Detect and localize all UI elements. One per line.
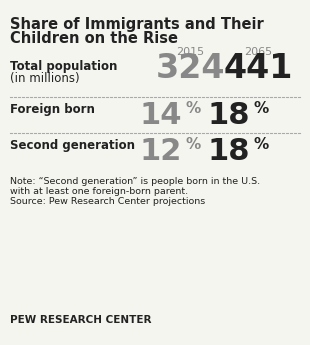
Text: %: % xyxy=(253,137,268,152)
Text: 441: 441 xyxy=(223,52,293,85)
Text: 12: 12 xyxy=(140,137,182,166)
Text: 18: 18 xyxy=(207,101,250,130)
Text: Source: Pew Research Center projections: Source: Pew Research Center projections xyxy=(10,197,205,206)
Text: 14: 14 xyxy=(140,101,182,130)
Text: %: % xyxy=(185,137,200,152)
Text: Total population: Total population xyxy=(10,60,117,73)
Text: Foreign born: Foreign born xyxy=(10,103,95,116)
Text: with at least one foreign-born parent.: with at least one foreign-born parent. xyxy=(10,187,188,196)
Text: %: % xyxy=(185,101,200,116)
Text: Children on the Rise: Children on the Rise xyxy=(10,31,178,46)
Text: 2015: 2015 xyxy=(176,47,204,57)
Text: 324: 324 xyxy=(155,52,225,85)
Text: PEW RESEARCH CENTER: PEW RESEARCH CENTER xyxy=(10,315,152,325)
Text: (in millions): (in millions) xyxy=(10,72,80,85)
Text: Share of Immigrants and Their: Share of Immigrants and Their xyxy=(10,17,264,32)
Text: 18: 18 xyxy=(207,137,250,166)
Text: Note: “Second generation” is people born in the U.S.: Note: “Second generation” is people born… xyxy=(10,177,260,186)
Text: 2065: 2065 xyxy=(244,47,272,57)
Text: Second generation: Second generation xyxy=(10,139,135,152)
Text: %: % xyxy=(253,101,268,116)
